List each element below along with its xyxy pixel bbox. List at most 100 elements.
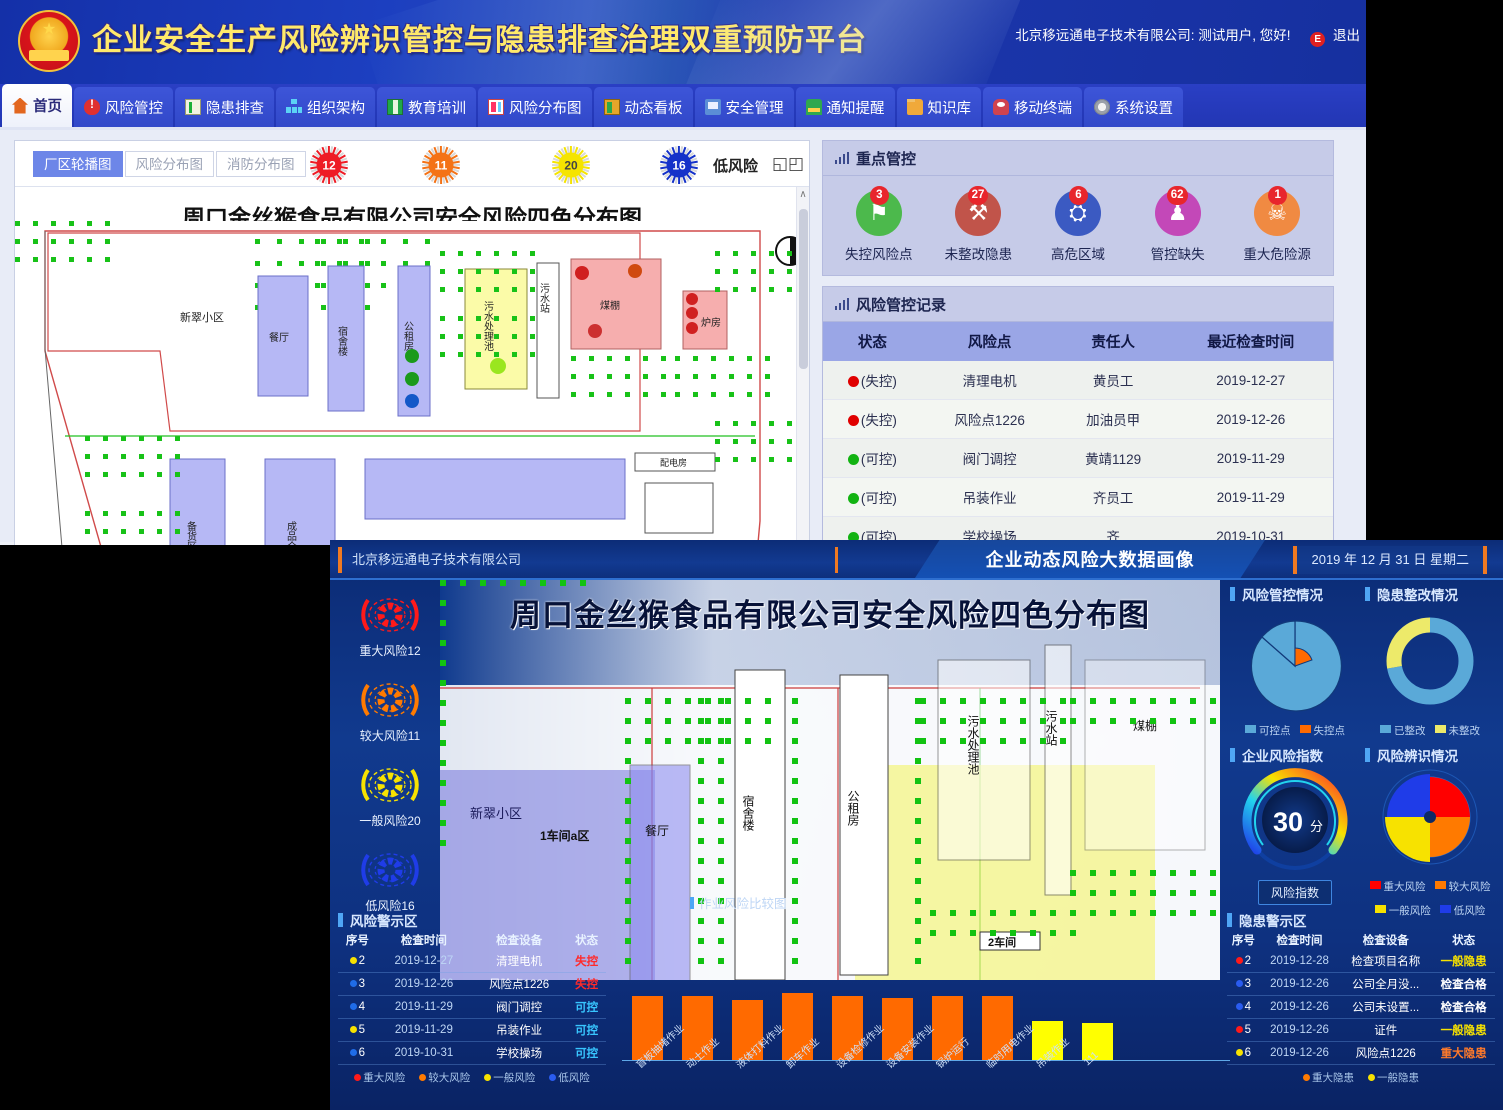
factory-map[interactable]: 新翠小区 餐厅 [15,221,809,545]
column-header: 检查时间 [1276,935,1323,947]
column-header: 检查时间 [400,935,447,947]
svg-text:2车间: 2车间 [988,935,1016,949]
document-icon [185,99,201,115]
risk-ring: 16 [659,145,699,185]
general-risk-badge[interactable]: 20 [545,145,597,185]
major-risk-badge[interactable]: 12 [303,145,355,185]
expand-icon[interactable]: ◱◰ [772,154,805,173]
nav-tab-11[interactable]: 系统设置 [1084,87,1183,127]
cell-device: 清理电机 [471,950,568,973]
table-row[interactable]: 2 2019-12-28 检查项目名称 一般隐患 [1227,950,1495,973]
table-row[interactable]: 5 2019-11-29 吊装作业 可控 [338,1018,606,1042]
risk-index-button[interactable]: 风险指数 [1257,880,1332,905]
map-tab-2[interactable]: 消防分布图 [216,151,306,177]
nav-tab-3[interactable]: 组织架构 [276,87,375,127]
table-header-row: 状态 风险点 责任人 最近检查时间 [823,322,1333,361]
nav-tab-6[interactable]: 动态看板 [593,87,693,127]
nav-tab-9[interactable]: 知识库 [896,87,981,127]
dashboard-title: 企业动态风险大数据画像 [915,540,1265,578]
table-row[interactable]: 5 2019-12-26 证件 一般隐患 [1227,1018,1495,1042]
nav-tab-8[interactable]: 通知提醒 [795,87,895,127]
nav-tab-10[interactable]: 移动终端 [983,87,1082,127]
kpi-count: 3 [869,186,889,205]
browser-window: ★ 企业安全生产风险辨识管控与隐患排查治理双重预防平台 北京移远通电子技术有限公… [0,0,1366,545]
column-header: 序号 [1231,935,1255,947]
kpi-0[interactable]: ⚑ 3 失控风险点 [834,186,924,263]
status-dot-icon [847,376,859,387]
table-row[interactable]: 3 2019-12-26 风险点1226 失控 [338,972,606,996]
app-body: 厂区轮播图 风险分布图 消防分布图 12 11 20 16 低风险 ◱◰ 周口金丝猴食品有限公司… [0,130,1366,545]
key-control-card: 重点管控 ⚑ 3 失控风险点 ⚒ 27 未整改隐患 ⛭ 6 高危区域 ♟ 62 管控缺失 ☠ 1 重大危险源 [822,140,1334,276]
status-dot-icon [847,532,859,543]
section-accent-icon [1230,748,1235,762]
table-row[interactable]: 3 2019-12-26 公司全月没... 检查合格 [1227,972,1495,996]
table-row[interactable]: 6 2019-12-26 风险点1226 重大隐患 [1227,1041,1495,1065]
operation-risk-chart-title: 作业风险比较图 [690,893,787,912]
logout-link[interactable]: 退出 [1333,28,1360,43]
nav-tab-5[interactable]: 风险分布图 [478,87,592,127]
spinner-icon [356,586,424,644]
table-row[interactable]: (失控) 清理电机 黄员工 2019-12-27 [823,361,1333,400]
header-accent-left [338,547,342,573]
nav-tab-2[interactable]: 隐患排查 [175,87,274,127]
exit-icon[interactable]: E [1310,32,1326,47]
nav-tab-0[interactable]: 首页 [2,84,72,127]
column-header: 序号 [345,935,369,947]
legend-item: 未整改 [1434,723,1480,738]
rectify-panel: 隐患整改情况 已整改 未整改 [1365,584,1495,738]
kpi-label: 失控风险点 [845,247,913,262]
kpi-1[interactable]: ⚒ 27 未整改隐患 [933,186,1023,263]
cell-status: 可控 [567,1018,606,1042]
map-tab-1[interactable]: 风险分布图 [124,151,214,177]
table-row[interactable]: (失控) 风险点1226 加油员甲 2019-12-26 [823,399,1333,439]
table-row[interactable]: (可控) 吊装作业 齐员工 2019-11-29 [823,477,1333,517]
risk-warning-legend: 重大风险 较大风险 一般风险 低风险 [338,1070,606,1085]
map-scrollbar[interactable]: ∧ [796,187,809,545]
legend-item: 重大风险 [1369,879,1426,894]
table-row[interactable]: 4 2019-12-26 公司未设置... 检查合格 [1227,995,1495,1019]
kpi-4[interactable]: ☠ 1 重大危险源 [1232,186,1322,263]
cell-time: 2019-12-26 [1259,1041,1340,1065]
nav-tab-label: 风险管控 [105,100,163,117]
danger-warning-panel: 隐患警示区 序号 检查时间 检查设备 状态 2 2019-12-28 检查项目名称 一般隐患… [1227,910,1495,1085]
nav-tab-label: 通知提醒 [826,100,885,117]
risk-identify-rose-chart [1382,769,1478,865]
table-row[interactable]: 6 2019-10-31 学校操场 可控 [338,1041,606,1065]
operation-risk-chart: 作业风险比较图 盲板抽堵作业 动土作业 液体打料作业 卸车作业 设备检修作业 设备安装作业… [610,897,1230,1102]
factory-map-panel: 厂区轮播图 风险分布图 消防分布图 12 11 20 16 低风险 ◱◰ 周口金丝猴食品有限公司… [14,140,810,545]
nav-tab-7[interactable]: 安全管理 [694,87,794,127]
risk-ring: 11 [421,145,461,185]
risk-level-label: 低风险16 [365,899,415,913]
nav-tab-1[interactable]: 风险管控 [74,87,173,127]
legend-dot-icon [549,1074,557,1081]
svg-text:公租房: 公租房 [846,790,860,826]
kpi-3[interactable]: ♟ 62 管控缺失 [1133,186,1223,263]
high-risk-badge[interactable]: 11 [415,145,467,185]
general-risk-indicator: 一般风险20 [338,756,442,829]
svg-text:污水站: 污水站 [1044,710,1058,746]
svg-text:备货区: 备货区 [185,520,197,545]
bell-icon [805,99,822,115]
kpi-2[interactable]: ⛭ 6 高危区域 [1033,186,1123,263]
table-row[interactable]: (可控) 阀门调控 黄靖1129 2019-11-29 [823,438,1333,478]
svg-text:宿舍楼: 宿舍楼 [741,794,755,831]
section-accent-icon [1365,587,1370,601]
scrollbar-thumb[interactable] [799,209,808,369]
main-nav[interactable]: 首页 风险管控 隐患排查 组织架构 教育培训 风险分布图 动态看板 安全管理 通知提醒 知识库 移动… [0,84,1366,130]
dashboard-map[interactable]: 新翠小区 1车间a区 餐厅 宿舍楼 公租房 污水处理池 [440,580,1220,980]
table-row[interactable]: 4 2019-11-29 阀门调控 可控 [338,995,606,1019]
table-row[interactable]: 2 2019-12-27 清理电机 失控 [338,950,606,973]
severity-dot-icon [349,1049,357,1056]
scroll-up-icon[interactable]: ∧ [799,189,807,200]
risk-control-legend: 可控点 失控点 [1230,723,1360,738]
risk-count: 11 [428,152,454,178]
status-dot-icon [847,454,859,465]
cell-no: 3 [1227,972,1260,996]
danger-warning-legend: 重大隐患 一般隐患 [1227,1070,1495,1085]
map-tab-0[interactable]: 厂区轮播图 [33,151,123,177]
nav-tab-4[interactable]: 教育培训 [377,87,476,127]
legend-item: 可控点 [1245,723,1291,738]
low-risk-badge[interactable]: 16 [653,145,705,185]
rectify-legend: 已整改 未整改 [1365,723,1495,738]
bar-8 [1032,1020,1063,1060]
